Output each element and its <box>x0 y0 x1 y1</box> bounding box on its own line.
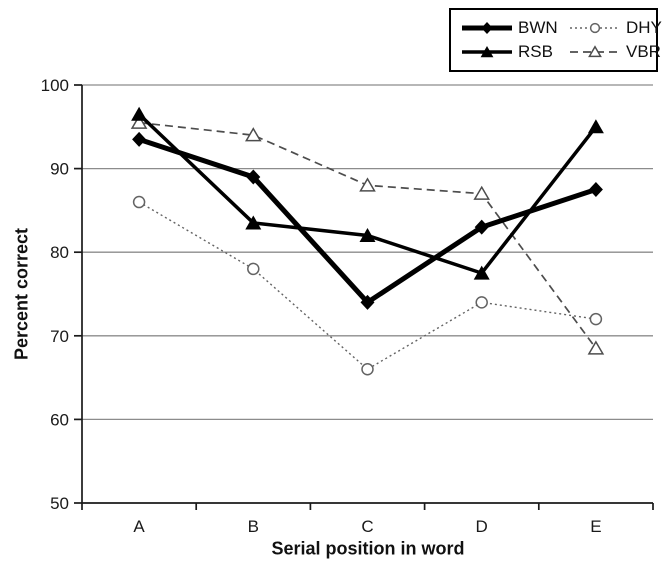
x-tick-label: E <box>590 517 601 536</box>
x-tick-label: D <box>476 517 488 536</box>
data-point-bwn <box>246 169 261 185</box>
data-point-vbr <box>587 340 605 355</box>
data-point-vbr <box>359 177 376 192</box>
data-point-rsb <box>473 265 490 280</box>
legend-item-rsb: RSB <box>461 42 569 62</box>
y-axis-title: Percent correct <box>11 227 32 361</box>
legend-glyph-rsb <box>462 46 512 58</box>
data-point-bwn <box>474 219 489 235</box>
legend-label-rsb: RSB <box>518 42 553 61</box>
series-bwn <box>132 131 603 310</box>
legend-glyph-dhy <box>570 22 620 34</box>
series-line-rsb <box>137 112 598 276</box>
data-point-rsb <box>359 227 376 242</box>
data-point-dhy <box>361 362 374 376</box>
x-tick-label: C <box>361 517 373 536</box>
y-tick-label: 70 <box>50 327 69 346</box>
data-point-dhy <box>589 22 601 34</box>
legend-item-bwn: BWN <box>461 18 569 38</box>
y-tick-label: 60 <box>50 410 69 429</box>
legend-sample-vbr-line-icon <box>569 43 621 61</box>
x-tick-label: B <box>248 517 259 536</box>
data-point-vbr <box>244 127 262 142</box>
x-axis-title: Serial position in word <box>271 538 465 559</box>
y-tick-label: 50 <box>50 494 69 513</box>
legend-item-vbr: VBR <box>569 42 662 62</box>
data-point-rsb <box>245 215 262 230</box>
series-dhy <box>132 195 603 376</box>
data-point-rsb <box>480 46 494 58</box>
y-tick-label: 90 <box>50 160 69 179</box>
legend: BWN DHY RSB VBR <box>449 8 662 72</box>
series-line-bwn <box>138 136 597 306</box>
legend-sample-bwn-line-icon <box>461 19 513 37</box>
data-point-dhy <box>247 262 260 276</box>
series-rsb <box>131 106 604 280</box>
data-point-bwn <box>132 131 147 147</box>
legend-label-bwn: BWN <box>518 18 558 37</box>
x-tick-label: A <box>133 517 145 536</box>
y-tick-labels: 50 60 70 80 90 100 <box>41 76 69 513</box>
y-tick-label: 100 <box>41 76 69 95</box>
data-point-dhy <box>589 312 603 326</box>
legend-glyph-vbr <box>570 45 620 58</box>
x-tick-labels: A B C D E <box>133 517 601 536</box>
series-line-dhy <box>138 201 597 371</box>
legend-sample-dhy-line-icon <box>569 19 621 37</box>
data-point-bwn <box>588 182 603 197</box>
data-point-bwn <box>360 294 375 310</box>
legend-label-vbr: VBR <box>626 42 661 61</box>
legend-item-dhy: DHY <box>569 18 662 38</box>
data-point-vbr <box>588 45 602 58</box>
data-point-vbr <box>130 114 148 129</box>
data-point-bwn <box>481 22 493 34</box>
gridlines <box>82 84 653 421</box>
legend-sample-rsb-line-icon <box>461 43 513 61</box>
axes <box>74 84 654 510</box>
legend-glyph-bwn <box>462 22 512 34</box>
y-tick-label: 80 <box>50 243 69 262</box>
data-point-rsb <box>587 119 604 134</box>
legend-label-dhy: DHY <box>626 18 662 37</box>
series-vbr <box>130 114 605 355</box>
data-point-dhy <box>132 195 146 209</box>
data-point-dhy <box>475 296 488 309</box>
data-point-rsb <box>131 106 148 121</box>
data-point-vbr <box>473 185 491 200</box>
